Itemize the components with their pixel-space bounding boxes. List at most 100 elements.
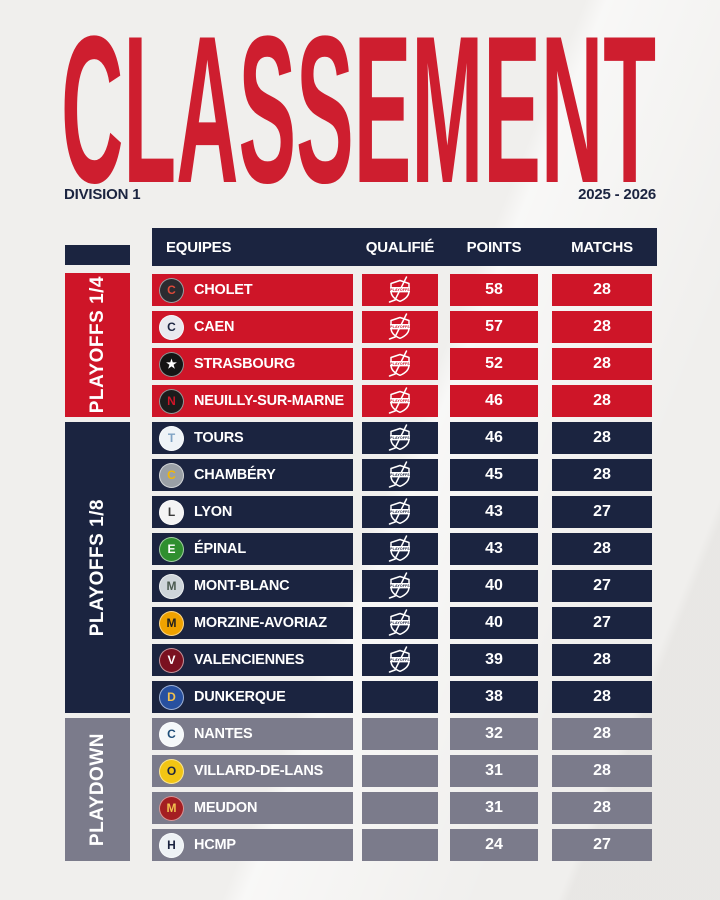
column-header-points: POINTS — [466, 238, 522, 256]
team-name: CHAMBÉRY — [194, 467, 276, 483]
team-cell: M MEUDON — [152, 792, 353, 824]
header-meta: DIVISION 1 2025 - 2026 — [64, 186, 656, 203]
group-band-playoffs-eighth: PLAYOFFS 1/8 — [65, 422, 130, 713]
points-value: 31 — [450, 755, 538, 787]
playoffs-badge-icon: PLAYOFFS — [388, 609, 410, 636]
qualified-cell — [362, 718, 438, 750]
team-logo-icon: V — [159, 647, 184, 673]
group-band-playdown: PLAYDOWN — [65, 718, 130, 861]
team-logo-icon: C — [159, 721, 184, 747]
team-logo-icon: H — [159, 832, 184, 858]
playoffs-badge-icon: PLAYOFFS — [388, 461, 410, 488]
points-value: 40 — [450, 570, 538, 602]
team-name: HCMP — [194, 837, 236, 853]
qualified-cell: PLAYOFFS — [362, 570, 438, 602]
page-title: CLASSEMENT — [61, 26, 656, 188]
team-logo-icon: ★ — [159, 351, 184, 377]
table-row: T TOURS PLAYOFFS 46 28 — [152, 422, 657, 454]
team-cell: V VALENCIENNES — [152, 644, 353, 676]
team-cell: C CAEN — [152, 311, 353, 343]
team-name: NANTES — [194, 726, 253, 742]
playoffs-badge-icon: PLAYOFFS — [388, 313, 410, 340]
team-cell: D DUNKERQUE — [152, 681, 353, 713]
column-header-equipes: EQUIPES — [166, 238, 232, 256]
points-value: 43 — [450, 533, 538, 565]
team-name: MEUDON — [194, 800, 258, 816]
matchs-value: 28 — [552, 792, 652, 824]
svg-text:PLAYOFFS: PLAYOFFS — [390, 584, 410, 588]
svg-text:PLAYOFFS: PLAYOFFS — [390, 288, 410, 292]
svg-text:PLAYOFFS: PLAYOFFS — [390, 510, 410, 514]
team-cell: T TOURS — [152, 422, 353, 454]
matchs-value: 28 — [552, 459, 652, 491]
points-value: 40 — [450, 607, 538, 639]
team-cell: M MORZINE-AVORIAZ — [152, 607, 353, 639]
qualified-cell: PLAYOFFS — [362, 644, 438, 676]
playoffs-badge-icon: PLAYOFFS — [388, 535, 410, 562]
table-row: M MORZINE-AVORIAZ PLAYOFFS 40 27 — [152, 607, 657, 639]
table-row: E ÉPINAL PLAYOFFS 43 28 — [152, 533, 657, 565]
points-value: 24 — [450, 829, 538, 861]
group-label: PLAYOFFS 1/4 — [86, 276, 108, 414]
matchs-value: 28 — [552, 422, 652, 454]
svg-text:PLAYOFFS: PLAYOFFS — [390, 325, 410, 329]
qualified-cell: PLAYOFFS — [362, 385, 438, 417]
team-logo-icon: D — [159, 684, 184, 710]
team-name: LYON — [194, 504, 233, 520]
table-row: ★ STRASBOURG PLAYOFFS 52 28 — [152, 348, 657, 380]
matchs-value: 28 — [552, 348, 652, 380]
svg-text:PLAYOFFS: PLAYOFFS — [390, 658, 410, 662]
table-row: H HCMP 24 27 — [152, 829, 657, 861]
points-value: 46 — [450, 422, 538, 454]
matchs-value: 27 — [552, 496, 652, 528]
svg-text:PLAYOFFS: PLAYOFFS — [390, 436, 410, 440]
team-logo-icon: C — [159, 314, 184, 340]
team-cell: N NEUILLY-SUR-MARNE — [152, 385, 353, 417]
points-value: 57 — [450, 311, 538, 343]
team-cell: C CHOLET — [152, 274, 353, 306]
team-name: MONT-BLANC — [194, 578, 290, 594]
matchs-value: 28 — [552, 755, 652, 787]
matchs-value: 28 — [552, 718, 652, 750]
svg-text:PLAYOFFS: PLAYOFFS — [390, 621, 410, 625]
playoffs-badge-icon: PLAYOFFS — [388, 387, 410, 414]
points-value: 39 — [450, 644, 538, 676]
team-logo-icon: M — [159, 610, 184, 636]
team-name: MORZINE-AVORIAZ — [194, 615, 327, 631]
team-name: CAEN — [194, 319, 235, 335]
table-row: L LYON PLAYOFFS 43 27 — [152, 496, 657, 528]
team-name: DUNKERQUE — [194, 689, 286, 705]
playoffs-badge-icon: PLAYOFFS — [388, 572, 410, 599]
team-name: ÉPINAL — [194, 541, 246, 557]
season-label: 2025 - 2026 — [578, 186, 656, 203]
qualified-cell — [362, 755, 438, 787]
team-cell: L LYON — [152, 496, 353, 528]
team-logo-icon: C — [159, 462, 184, 488]
qualified-cell: PLAYOFFS — [362, 459, 438, 491]
table-row: M MEUDON 31 28 — [152, 792, 657, 824]
table-row: C CHAMBÉRY PLAYOFFS 45 28 — [152, 459, 657, 491]
team-cell: O VILLARD-DE-LANS — [152, 755, 353, 787]
division-label: DIVISION 1 — [64, 186, 141, 203]
qualified-cell: PLAYOFFS — [362, 422, 438, 454]
team-name: STRASBOURG — [194, 356, 296, 372]
team-cell: C CHAMBÉRY — [152, 459, 353, 491]
team-name: CHOLET — [194, 282, 253, 298]
points-value: 45 — [450, 459, 538, 491]
group-label: PLAYOFFS 1/8 — [86, 498, 108, 637]
svg-text:PLAYOFFS: PLAYOFFS — [390, 473, 410, 477]
matchs-value: 27 — [552, 570, 652, 602]
column-header-qualifie: QUALIFIÉ — [365, 238, 435, 256]
qualified-cell: PLAYOFFS — [362, 607, 438, 639]
svg-text:PLAYOFFS: PLAYOFFS — [390, 362, 410, 366]
group-band-playoffs-quarter: PLAYOFFS 1/4 — [65, 273, 130, 417]
team-logo-icon: O — [159, 758, 184, 784]
points-value: 43 — [450, 496, 538, 528]
team-cell: ★ STRASBOURG — [152, 348, 353, 380]
team-cell: M MONT-BLANC — [152, 570, 353, 602]
matchs-value: 27 — [552, 829, 652, 861]
team-name: VILLARD-DE-LANS — [194, 763, 324, 779]
matchs-value: 28 — [552, 681, 652, 713]
team-cell: E ÉPINAL — [152, 533, 353, 565]
